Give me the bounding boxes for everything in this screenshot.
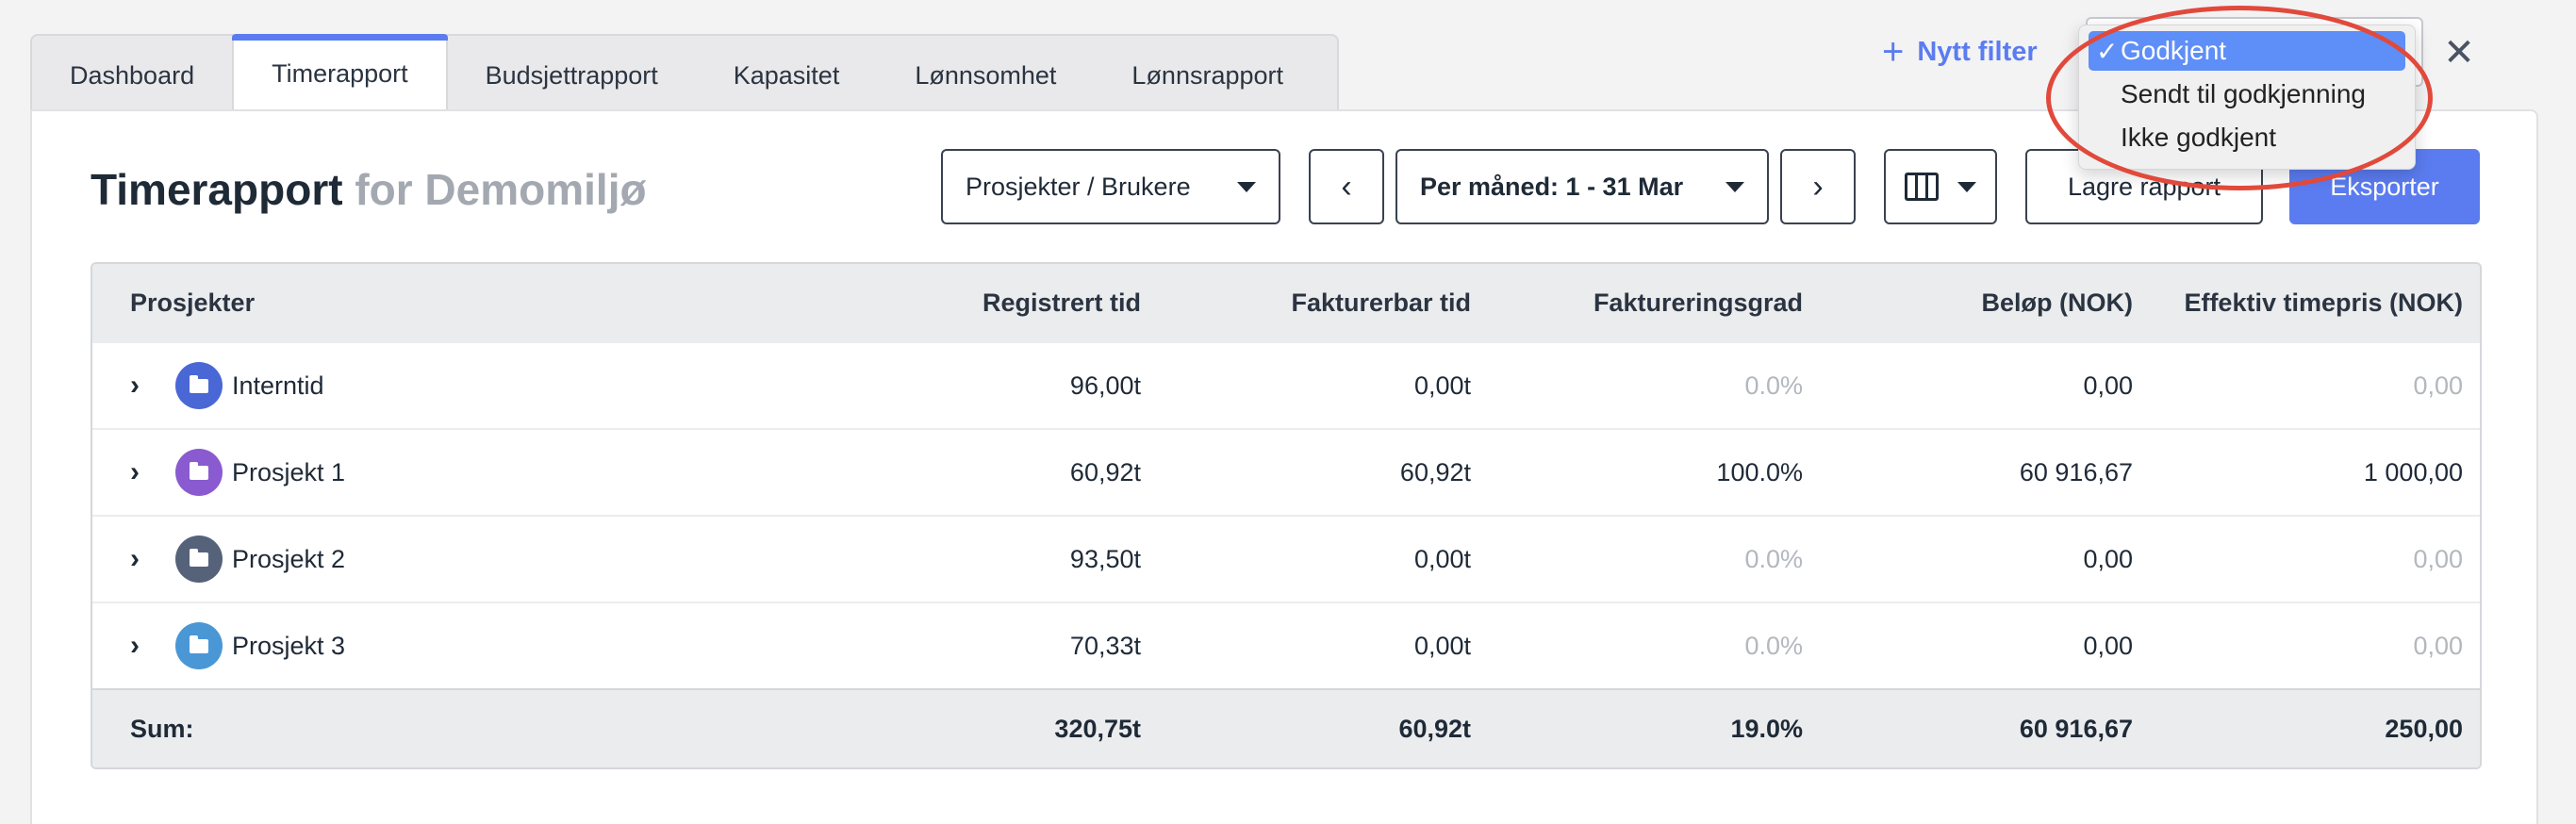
sum-label: Sum: <box>130 714 194 743</box>
new-filter-label: Nytt filter <box>1917 36 2038 67</box>
sum-grad: 19.0% <box>1730 714 1803 743</box>
folder-icon <box>175 362 223 409</box>
timepris-cell: 0,00 <box>2413 631 2463 660</box>
grad-cell: 0.0% <box>1744 544 1803 573</box>
project-cell: › Prosjekt 2 <box>92 536 847 583</box>
project-cell: › Prosjekt 1 <box>92 449 847 496</box>
fakturerbar-cell: 0,00t <box>1413 544 1471 573</box>
chevron-right-icon[interactable]: › <box>130 543 140 574</box>
belop-cell: 0,00 <box>2083 631 2133 660</box>
page-title-suffix: for Demomiljø <box>355 165 647 214</box>
report-panel: Timerapport for Demomiljø Prosjekter / B… <box>30 109 2538 824</box>
chevron-right-icon[interactable]: › <box>130 370 140 401</box>
column-header-prosjekter[interactable]: Prosjekter <box>130 288 256 317</box>
status-dropdown-menu: ✓ Godkjent Sendt til godkjenning Ikke go… <box>2078 25 2416 170</box>
column-header-timepris[interactable]: Effektiv timepris (NOK) <box>2184 288 2463 317</box>
columns-icon <box>1905 173 1939 201</box>
grouping-select[interactable]: Prosjekter / Brukere <box>941 149 1280 224</box>
fakturerbar-cell: 0,00t <box>1413 371 1471 400</box>
sum-registrert: 320,75t <box>1054 714 1141 743</box>
tab-timerapport[interactable]: Timerapport <box>232 34 448 113</box>
sum-row: Sum: 320,75t 60,92t 19.0% 60 916,67 250,… <box>92 688 2480 767</box>
next-period-button[interactable]: › <box>1780 149 1856 224</box>
tab-dashboard[interactable]: Dashboard <box>70 60 195 90</box>
table-row[interactable]: › Prosjekt 2 93,50t 0,00t 0.0% 0,00 0,00 <box>92 515 2480 602</box>
page-title-main: Timerapport <box>91 165 343 214</box>
caret-down-icon <box>1957 181 1976 192</box>
project-name: Interntid <box>232 371 324 400</box>
sum-belop: 60 916,67 <box>2019 714 2133 743</box>
folder-icon <box>175 622 223 669</box>
grad-cell: 0.0% <box>1744 631 1803 660</box>
dropdown-option-label: Sendt til godkjenning <box>2121 79 2366 108</box>
dropdown-option-ikke-godkjent[interactable]: Ikke godkjent <box>2089 118 2405 157</box>
tab-lonnsrapport[interactable]: Lønnsrapport <box>1131 60 1284 90</box>
report-tabs: Dashboard Timerapport Budsjettrapport Ka… <box>30 34 1339 113</box>
chevron-right-icon[interactable]: › <box>130 630 140 661</box>
registrert-cell: 70,33t <box>1069 631 1141 660</box>
project-name: Prosjekt 2 <box>232 544 346 573</box>
project-cell: › Interntid <box>92 362 847 409</box>
close-icon[interactable]: ✕ <box>2443 32 2475 74</box>
fakturerbar-cell: 0,00t <box>1413 631 1471 660</box>
period-label: Per måned: 1 - 31 Mar <box>1420 172 1684 201</box>
report-table: Prosjekter Registrert tid Fakturerbar ti… <box>91 262 2482 769</box>
new-filter-button[interactable]: + Nytt filter <box>1882 30 2038 74</box>
timepris-cell: 1 000,00 <box>2363 457 2463 486</box>
project-name: Prosjekt 3 <box>232 631 346 660</box>
registrert-cell: 60,92t <box>1069 457 1141 486</box>
column-header-grad[interactable]: Faktureringsgrad <box>1593 288 1803 317</box>
column-header-registrert[interactable]: Registrert tid <box>982 288 1141 317</box>
belop-cell: 60 916,67 <box>2019 457 2133 486</box>
plus-icon: + <box>1882 31 1905 73</box>
table-row[interactable]: › Prosjekt 3 70,33t 0,00t 0.0% 0,00 0,00 <box>92 602 2480 688</box>
period-select[interactable]: Per måned: 1 - 31 Mar <box>1395 149 1769 224</box>
caret-down-icon <box>1726 181 1744 192</box>
folder-icon <box>175 449 223 496</box>
previous-period-button[interactable]: ‹ <box>1309 149 1384 224</box>
caret-down-icon <box>1237 181 1256 192</box>
grad-cell: 100.0% <box>1716 457 1803 486</box>
sum-timepris: 250,00 <box>2385 714 2463 743</box>
project-cell: › Prosjekt 3 <box>92 622 847 669</box>
tab-kapasitet[interactable]: Kapasitet <box>733 60 840 90</box>
table-header: Prosjekter Registrert tid Fakturerbar ti… <box>92 264 2480 341</box>
registrert-cell: 96,00t <box>1069 371 1141 400</box>
sum-fakturerbar: 60,92t <box>1398 714 1471 743</box>
column-header-fakturerbar[interactable]: Fakturerbar tid <box>1291 288 1471 317</box>
table-row[interactable]: › Prosjekt 1 60,92t 60,92t 100.0% 60 916… <box>92 428 2480 515</box>
belop-cell: 0,00 <box>2083 544 2133 573</box>
table-row[interactable]: › Interntid 96,00t 0,00t 0.0% 0,00 0,00 <box>92 341 2480 428</box>
dropdown-option-sendt-til-godkjenning[interactable]: Sendt til godkjenning <box>2089 74 2405 114</box>
tab-lonnsomhet[interactable]: Lønnsomhet <box>915 60 1057 90</box>
grad-cell: 0.0% <box>1744 371 1803 400</box>
grouping-label: Prosjekter / Brukere <box>966 172 1191 201</box>
timepris-cell: 0,00 <box>2413 544 2463 573</box>
chevron-right-icon[interactable]: › <box>130 456 140 487</box>
folder-icon <box>175 536 223 583</box>
chevron-right-icon: › <box>1812 168 1824 205</box>
registrert-cell: 93,50t <box>1069 544 1141 573</box>
column-header-belop[interactable]: Beløp (NOK) <box>1981 288 2133 317</box>
dropdown-option-label: Ikke godkjent <box>2121 123 2276 152</box>
belop-cell: 0,00 <box>2083 371 2133 400</box>
dropdown-option-godkjent[interactable]: ✓ Godkjent <box>2089 31 2405 71</box>
checkmark-icon: ✓ <box>2096 36 2119 66</box>
page-title: Timerapport for Demomiljø <box>91 164 647 215</box>
tab-budsjettrapport[interactable]: Budsjettrapport <box>485 60 658 90</box>
chevron-left-icon: ‹ <box>1341 168 1352 205</box>
columns-button[interactable] <box>1884 149 1997 224</box>
dropdown-option-label: Godkjent <box>2121 36 2227 65</box>
fakturerbar-cell: 60,92t <box>1399 457 1471 486</box>
project-name: Prosjekt 1 <box>232 457 346 486</box>
timepris-cell: 0,00 <box>2413 371 2463 400</box>
